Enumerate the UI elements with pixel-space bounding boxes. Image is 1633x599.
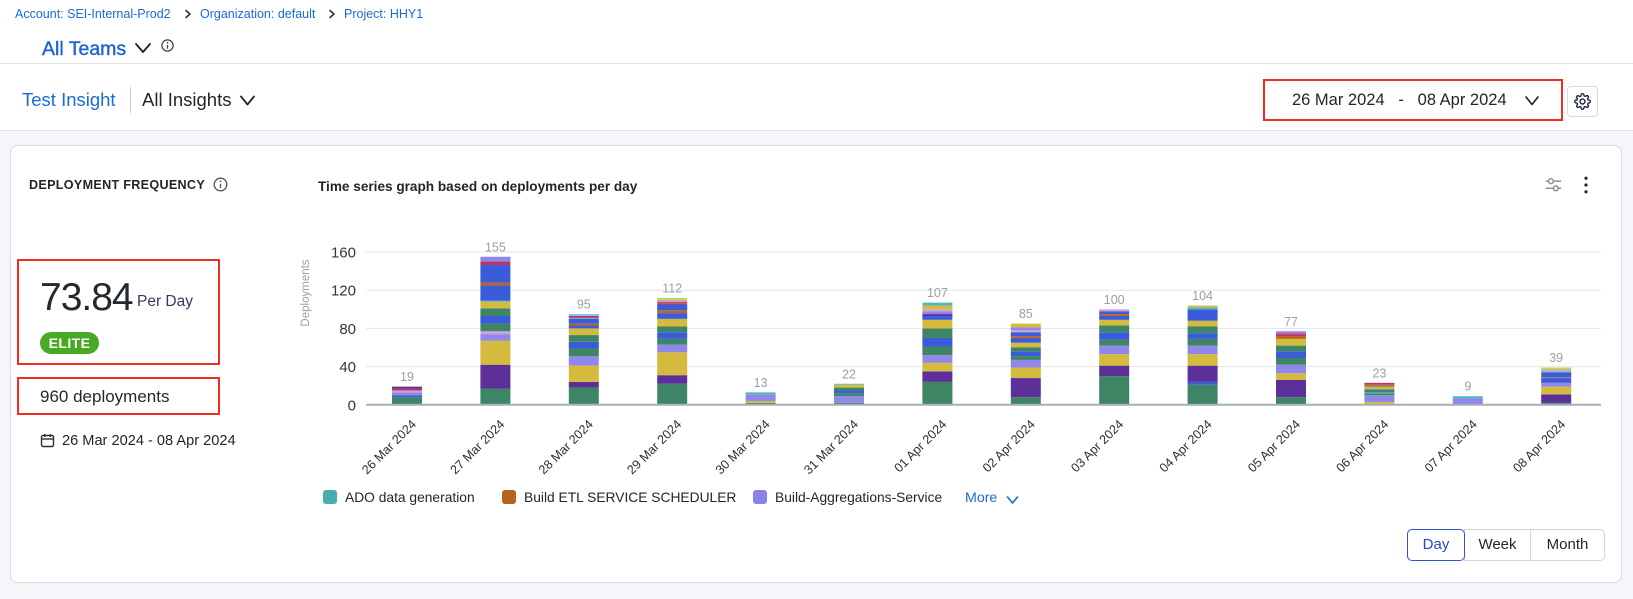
svg-text:40: 40	[339, 359, 356, 376]
svg-text:30 Mar 2024: 30 Mar 2024	[713, 417, 773, 477]
svg-text:77: 77	[1284, 315, 1298, 329]
svg-text:27 Mar 2024: 27 Mar 2024	[448, 417, 508, 477]
svg-text:160: 160	[331, 245, 356, 262]
svg-text:39: 39	[1549, 351, 1563, 365]
svg-text:9: 9	[1464, 380, 1471, 394]
svg-text:28 Mar 2024: 28 Mar 2024	[536, 417, 596, 477]
svg-text:01 Apr 2024: 01 Apr 2024	[892, 417, 950, 475]
svg-text:08 Apr 2024: 08 Apr 2024	[1510, 417, 1568, 475]
svg-text:0: 0	[348, 397, 356, 414]
svg-text:85: 85	[1019, 307, 1033, 321]
svg-text:04 Apr 2024: 04 Apr 2024	[1157, 417, 1215, 475]
svg-text:31 Mar 2024: 31 Mar 2024	[801, 417, 861, 477]
svg-text:120: 120	[331, 283, 356, 300]
svg-text:19: 19	[400, 370, 414, 384]
svg-text:02 Apr 2024: 02 Apr 2024	[980, 417, 1038, 475]
svg-text:23: 23	[1372, 366, 1386, 380]
svg-text:80: 80	[339, 321, 356, 338]
svg-text:26 Mar 2024: 26 Mar 2024	[359, 417, 419, 477]
svg-text:155: 155	[485, 240, 506, 254]
svg-text:107: 107	[927, 286, 948, 300]
svg-text:100: 100	[1104, 293, 1125, 307]
svg-text:29 Mar 2024: 29 Mar 2024	[624, 417, 684, 477]
svg-text:Deployments: Deployments	[300, 259, 312, 326]
svg-text:104: 104	[1192, 289, 1213, 303]
svg-text:112: 112	[662, 281, 682, 295]
svg-text:06 Apr 2024: 06 Apr 2024	[1334, 417, 1392, 475]
svg-text:95: 95	[577, 298, 591, 312]
svg-text:05 Apr 2024: 05 Apr 2024	[1245, 417, 1303, 475]
svg-text:22: 22	[842, 367, 856, 381]
svg-text:13: 13	[754, 376, 768, 390]
svg-text:03 Apr 2024: 03 Apr 2024	[1068, 417, 1126, 475]
svg-text:07 Apr 2024: 07 Apr 2024	[1422, 417, 1480, 475]
